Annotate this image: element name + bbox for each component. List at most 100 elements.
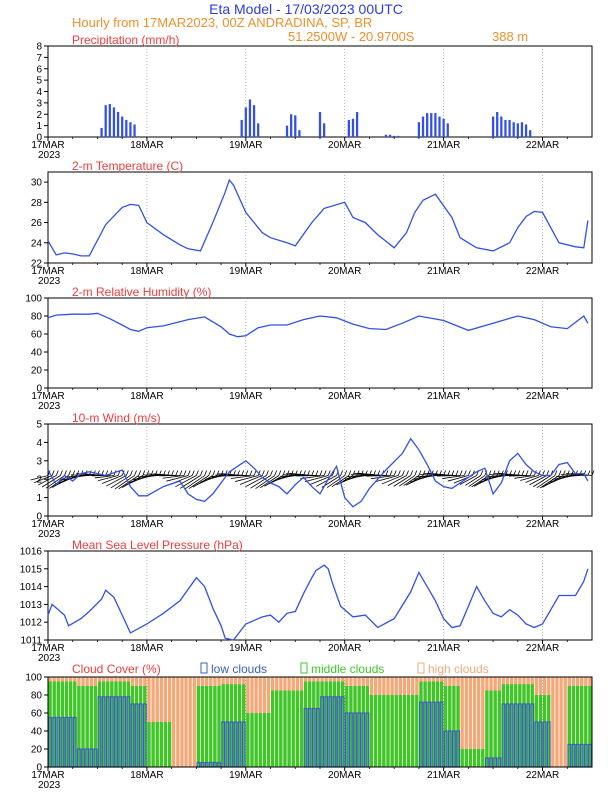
wind-barb — [94, 475, 114, 479]
wind-barb — [110, 475, 131, 489]
precip-bar — [446, 123, 449, 137]
x-year-label: 2023 — [38, 401, 61, 412]
series-line — [47, 437, 589, 508]
wind-barb-feather — [59, 470, 63, 476]
cloud-bar-middle — [378, 695, 382, 767]
cloud-bar-middle — [489, 690, 493, 767]
wind-barb-feather — [105, 470, 109, 476]
x-tick-label: 20MAR — [328, 140, 361, 151]
precip-bar — [496, 111, 499, 137]
legend-swatch — [417, 662, 425, 674]
cloud-bar-middle — [246, 713, 250, 767]
cloud-bar-middle — [139, 686, 143, 767]
wind-barb — [350, 474, 374, 476]
precip-bar — [393, 135, 396, 137]
wind-barb-feather — [249, 470, 253, 476]
precip-bar — [426, 113, 429, 137]
y-tick-label: 1012 — [20, 618, 43, 629]
precip-bar — [529, 130, 532, 137]
x-tick-label: 20MAR — [328, 519, 361, 530]
cloud-bar-middle — [200, 686, 205, 767]
x-tick-label: 21MAR — [427, 391, 460, 402]
wind-barb — [310, 475, 333, 485]
cloud-bar-middle — [233, 684, 238, 767]
cloud-bar-middle — [167, 722, 172, 767]
wind-barb — [471, 475, 490, 488]
wind-barb — [347, 475, 370, 478]
cloud-bar-middle — [89, 686, 93, 767]
x-tick-label: 20MAR — [328, 266, 361, 277]
wind-barb-feather — [529, 470, 533, 476]
cloud-bar-middle — [147, 722, 151, 767]
wind-barb-feather — [538, 470, 541, 476]
wind-barb-feather — [410, 470, 414, 476]
cloud-bar-middle — [402, 695, 407, 767]
wind-barb-feather — [51, 470, 55, 476]
cloud-bar-middle — [155, 722, 159, 767]
cloud-bar-middle — [328, 681, 332, 767]
wind-barb-feather — [587, 470, 591, 476]
cloud-bar-middle — [526, 684, 530, 767]
cloud-bar-middle — [485, 690, 489, 767]
y-tick-label: 8 — [36, 42, 42, 53]
cloud-bar-middle — [509, 684, 514, 767]
cloud-bar-middle — [101, 681, 106, 767]
x-tick-label: 19MAR — [229, 140, 262, 151]
wind-barb-feather — [270, 470, 273, 476]
cloud-bar-high — [477, 677, 481, 767]
cloud-bar-middle — [448, 686, 452, 767]
y-tick-label: 1015 — [20, 564, 43, 575]
cloud-bar-middle — [295, 690, 299, 767]
precip-bar — [125, 119, 128, 137]
cloud-bar-middle — [497, 690, 501, 767]
cloud-bar-middle — [538, 695, 543, 767]
wind-barb-feather — [521, 470, 525, 476]
wind-barb — [393, 475, 411, 487]
cloud-bar-middle — [213, 686, 217, 767]
cloud-bar-high — [460, 677, 464, 767]
wind-barb-feather — [542, 470, 545, 476]
y-tick-label: 5 — [36, 420, 42, 431]
wind-barb-feather — [266, 470, 269, 476]
wind-barb-feather — [323, 470, 327, 476]
y-tick-label: 1014 — [20, 582, 43, 593]
cloud-bar-high — [481, 677, 485, 767]
wind-barb-feather — [385, 470, 389, 476]
cloud-bar-middle — [336, 681, 341, 767]
x-year-label: 2023 — [38, 780, 61, 791]
cloud-bar-middle — [242, 684, 246, 767]
y-tick-label: 0 — [36, 384, 42, 395]
x-tick-label: 21MAR — [427, 140, 460, 151]
precip-bar — [133, 124, 136, 137]
y-tick-label: 40 — [31, 727, 43, 738]
cloud-bar-middle — [357, 686, 361, 767]
cloud-bar-middle — [518, 684, 522, 767]
y-tick-label: 0 — [36, 133, 42, 144]
x-tick-label: 18MAR — [130, 519, 163, 530]
wind-barb — [503, 473, 527, 476]
x-tick-label: 22MAR — [526, 266, 559, 277]
y-tick-label: 20 — [31, 745, 43, 756]
panel-frame-overlay — [47, 676, 593, 768]
cloud-bar-high — [188, 677, 192, 767]
wind-barb-feather — [525, 470, 529, 476]
x-tick-label: 21MAR — [427, 770, 460, 781]
cloud-bar-middle — [229, 684, 234, 767]
cloud-bar-middle — [361, 686, 365, 767]
cloud-bar-middle — [52, 681, 56, 767]
x-tick-label: 21MAR — [427, 643, 460, 654]
y-tick-label: 1013 — [20, 600, 43, 611]
cloud-bar-middle — [110, 681, 114, 767]
wind-barb — [215, 474, 234, 476]
cloud-bar-high — [468, 677, 473, 767]
precip-bar — [430, 113, 433, 137]
wind-barb-feather — [64, 470, 67, 476]
wind-barb — [468, 475, 486, 487]
precip-bar — [434, 113, 437, 137]
cloud-bar-middle — [505, 684, 510, 767]
y-tick-label: 28 — [31, 198, 43, 209]
header-title: Eta Model - 17/03/2023 00UTC — [209, 1, 403, 17]
panel-6: 17MAR 18MAR 19MAR 20MAR 21MAR 22MAR 2023 0 20 40 6… — [25, 662, 593, 791]
x-tick-label: 22MAR — [526, 643, 559, 654]
x-tick-label: 17MAR — [31, 519, 64, 530]
